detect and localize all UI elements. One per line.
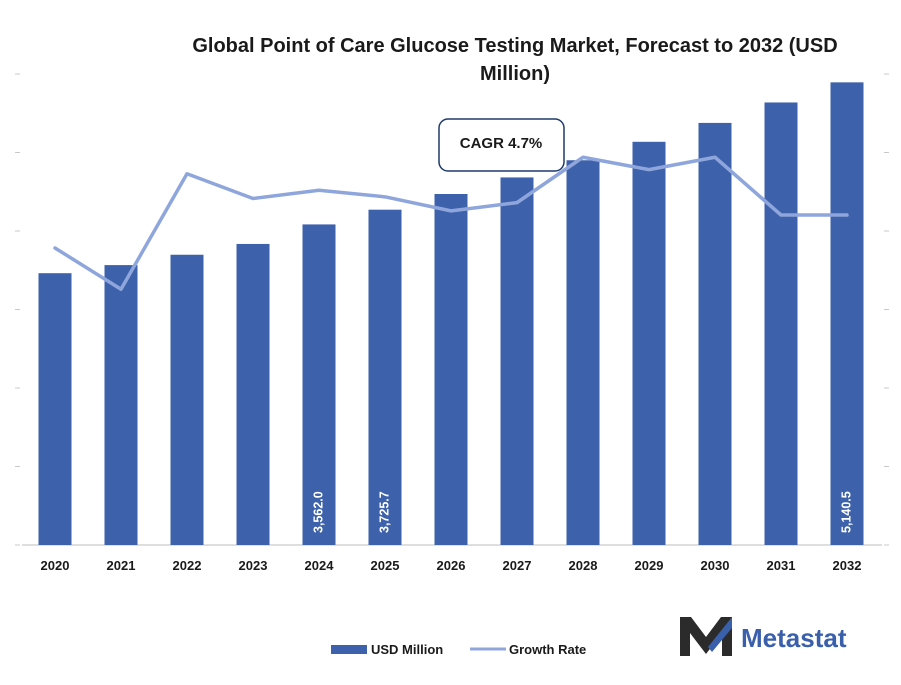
cagr-box — [438, 118, 565, 172]
x-tick-label-2023: 2023 — [239, 558, 268, 573]
bar-2021 — [104, 265, 138, 545]
line-series — [53, 155, 849, 291]
bar-2022 — [170, 254, 204, 545]
bar-2024 — [302, 224, 336, 546]
x-tick-label-2021: 2021 — [107, 558, 136, 573]
metastat-m-icon — [680, 617, 732, 656]
brand-name: Metastat — [741, 623, 847, 653]
bar-2023 — [236, 243, 270, 545]
x-tick-label-2032: 2032 — [833, 558, 862, 573]
legend-label-growth-rate: Growth Rate — [509, 642, 586, 657]
x-axis-tick-labels: 2020 2021 2022 2023 2024 2025 2026 2027 2028 2029… — [41, 558, 862, 573]
bar-2031 — [764, 102, 798, 545]
data-label-2025: 3,725.7 — [377, 491, 391, 533]
bar-2030 — [698, 122, 732, 546]
cagr-annotation: CAGR 4.7% — [438, 118, 565, 172]
legend-label-usd-million: USD Million — [371, 642, 443, 657]
legend-swatch-usd-million — [331, 645, 367, 654]
bar-2032 — [830, 82, 864, 545]
x-tick-label-2026: 2026 — [437, 558, 466, 573]
x-tick-label-2024: 2024 — [305, 558, 335, 573]
legend: USD Million Growth Rate — [331, 642, 586, 657]
x-tick-label-2020: 2020 — [41, 558, 70, 573]
bar-2029 — [632, 141, 666, 546]
brand-logo: Metastat — [680, 617, 847, 656]
x-tick-label-2027: 2027 — [503, 558, 532, 573]
right-axis-ticks — [884, 73, 889, 546]
left-axis-ticks — [15, 73, 20, 546]
growth-rate-line — [53, 155, 849, 291]
bar-series — [38, 82, 864, 546]
x-tick-label-2022: 2022 — [173, 558, 202, 573]
x-tick-label-2028: 2028 — [569, 558, 598, 573]
bar-2020 — [38, 273, 72, 545]
x-tick-label-2025: 2025 — [371, 558, 400, 573]
x-tick-label-2031: 2031 — [767, 558, 796, 573]
bar-2026 — [434, 194, 468, 545]
cagr-label: CAGR 4.7% — [460, 135, 543, 152]
bar-2027 — [500, 177, 534, 545]
data-label-2024: 3,562.0 — [311, 491, 325, 533]
bar-2028 — [566, 160, 600, 545]
data-label-2032: 5,140.5 — [839, 491, 853, 533]
bar-2025 — [368, 209, 402, 545]
x-tick-label-2029: 2029 — [635, 558, 664, 573]
x-tick-label-2030: 2030 — [701, 558, 730, 573]
data-labels: 3,562.0 3,725.7 5,140.5 — [311, 491, 853, 533]
chart-title-line-2: Million) — [480, 63, 550, 85]
chart-title-line-1: Global Point of Care Glucose Testing Mar… — [192, 35, 837, 57]
